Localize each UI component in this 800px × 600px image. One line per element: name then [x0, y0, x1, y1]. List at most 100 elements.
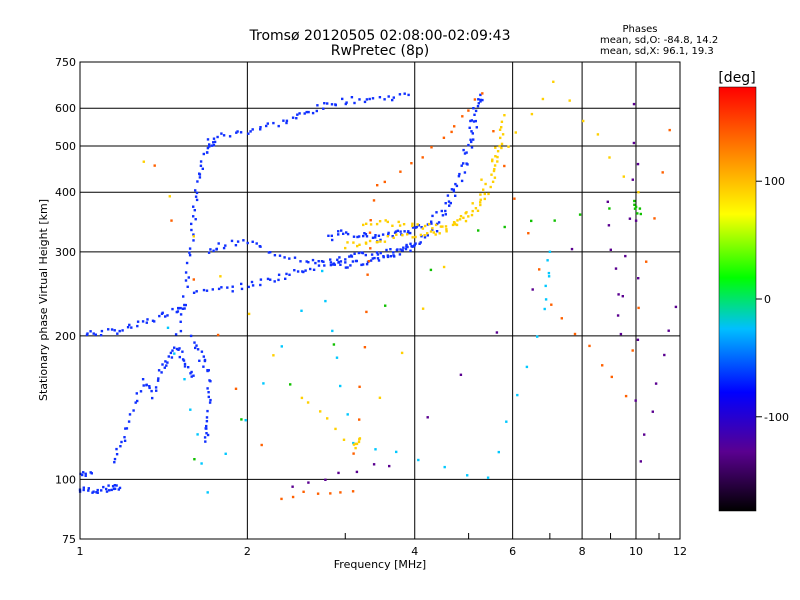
data-point [610, 375, 613, 379]
data-point [371, 97, 375, 100]
data-point [209, 248, 212, 251]
data-point [205, 151, 209, 154]
data-point [266, 122, 269, 125]
data-point [179, 329, 183, 333]
data-point [454, 182, 457, 186]
data-point [494, 155, 497, 158]
data-point [193, 341, 196, 344]
data-point [234, 244, 238, 247]
data-point [304, 269, 307, 272]
data-point [272, 121, 275, 125]
data-point [547, 275, 551, 278]
colorbar-tick-label: 100 [764, 175, 785, 188]
data-point [334, 427, 337, 431]
data-point [307, 481, 310, 484]
data-point [145, 321, 148, 324]
data-point [291, 485, 294, 488]
data-point [148, 385, 151, 388]
data-point [150, 389, 153, 393]
data-point [464, 219, 468, 223]
data-point [378, 220, 382, 223]
data-point [128, 323, 131, 327]
data-point [171, 307, 174, 311]
data-point [82, 488, 85, 492]
data-point [206, 433, 210, 437]
data-point [637, 306, 640, 310]
data-point [330, 234, 333, 237]
data-point [329, 492, 332, 495]
data-point [340, 229, 343, 232]
data-point [224, 244, 227, 247]
data-point [136, 399, 139, 403]
data-point [183, 365, 187, 368]
data-point [187, 366, 190, 369]
data-point [369, 219, 372, 222]
y-tick-label: 300 [55, 246, 76, 259]
data-point [544, 298, 548, 301]
data-point [491, 180, 495, 183]
data-point [181, 307, 185, 310]
data-point [375, 241, 379, 244]
data-point [259, 126, 262, 129]
data-point [105, 490, 109, 493]
data-point [185, 261, 189, 265]
data-point [146, 318, 149, 321]
data-point [429, 230, 433, 233]
data-point [458, 218, 462, 221]
data-point [113, 484, 116, 487]
data-point [236, 240, 240, 243]
data-point [479, 198, 482, 201]
data-point [321, 269, 324, 273]
data-point [453, 125, 456, 128]
data-point [379, 251, 382, 255]
y-tick-label: 400 [55, 186, 76, 199]
data-point [192, 205, 195, 208]
data-point [173, 352, 176, 355]
data-point [189, 372, 192, 375]
data-point [661, 171, 664, 174]
data-point [113, 461, 116, 464]
data-point [421, 156, 424, 159]
data-point [426, 234, 429, 237]
data-point [351, 490, 355, 493]
data-point [280, 345, 283, 348]
data-point [188, 251, 191, 254]
data-point [667, 329, 670, 332]
data-point [344, 246, 347, 250]
data-point [370, 253, 374, 256]
data-point [374, 236, 377, 239]
data-point [330, 103, 334, 106]
data-point [242, 239, 245, 242]
data-point [419, 233, 423, 237]
data-point [548, 250, 552, 253]
data-point [355, 442, 359, 446]
data-point [476, 209, 480, 212]
data-point [128, 413, 132, 416]
data-point [182, 295, 185, 298]
data-point [86, 332, 89, 335]
data-point [484, 182, 487, 186]
data-point [192, 278, 195, 281]
data-point [319, 410, 322, 413]
data-point [396, 229, 399, 232]
data-point [351, 260, 355, 263]
data-point [194, 189, 197, 192]
data-point [414, 226, 417, 229]
data-point [342, 438, 346, 441]
data-point [356, 244, 359, 248]
data-point [384, 219, 387, 222]
data-point [546, 259, 549, 262]
data-point [405, 245, 408, 248]
data-point [352, 441, 355, 445]
data-point [616, 314, 620, 317]
data-point [492, 169, 496, 173]
y-tick-label: 100 [55, 473, 76, 486]
chart-subtitle: RwPretec (8p) [331, 43, 429, 59]
data-point [206, 387, 209, 390]
data-point [552, 80, 555, 83]
data-point [220, 286, 223, 289]
data-point [199, 164, 203, 167]
data-point [265, 124, 268, 128]
data-point [501, 133, 505, 136]
data-point [166, 326, 170, 329]
